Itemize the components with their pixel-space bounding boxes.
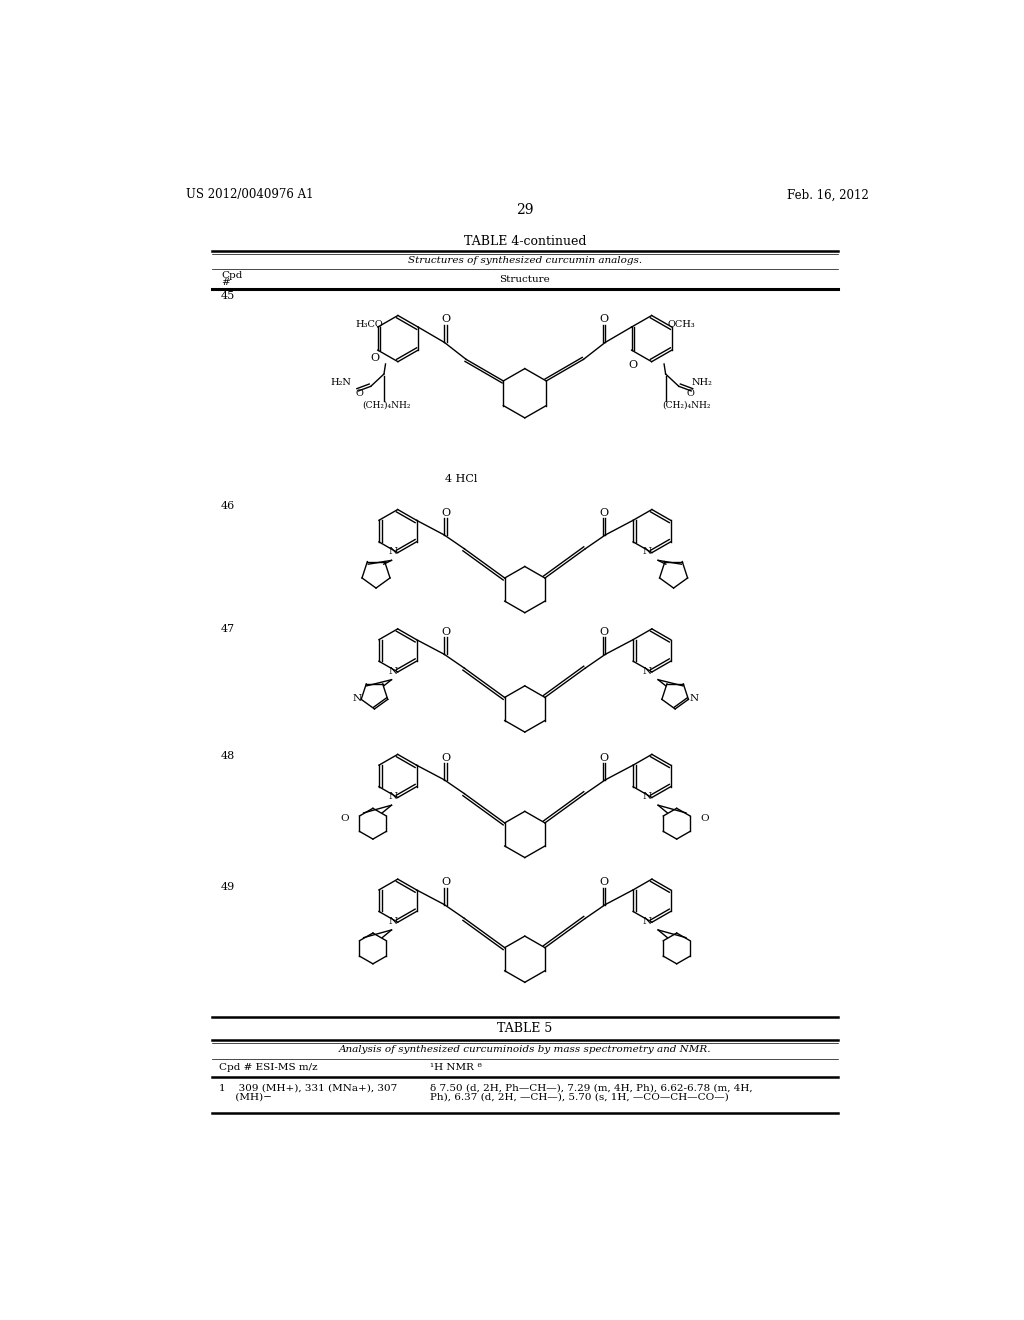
Text: N: N xyxy=(388,917,397,925)
Text: 29: 29 xyxy=(516,203,534,216)
Text: N: N xyxy=(643,548,652,556)
Text: US 2012/0040976 A1: US 2012/0040976 A1 xyxy=(186,189,313,202)
Text: O: O xyxy=(441,627,451,638)
Text: O: O xyxy=(441,752,451,763)
Text: Structures of synthesized curcumin analogs.: Structures of synthesized curcumin analo… xyxy=(408,256,642,265)
Text: Feb. 16, 2012: Feb. 16, 2012 xyxy=(786,189,868,202)
Text: O: O xyxy=(700,813,709,822)
Text: N: N xyxy=(352,694,361,704)
Text: N: N xyxy=(643,667,652,676)
Text: 46: 46 xyxy=(221,500,236,511)
Text: H₂N: H₂N xyxy=(331,378,351,387)
Text: O: O xyxy=(441,314,451,325)
Text: #: # xyxy=(221,277,229,286)
Text: NH₂: NH₂ xyxy=(691,378,712,387)
Text: (CH₂)₄NH₂: (CH₂)₄NH₂ xyxy=(362,401,411,411)
Text: N: N xyxy=(689,694,698,704)
Text: δ 7.50 (d, 2H, Ph—CH—), 7.29 (m, 4H, Ph), 6.62-6.78 (m, 4H,: δ 7.50 (d, 2H, Ph—CH—), 7.29 (m, 4H, Ph)… xyxy=(430,1084,753,1092)
Text: N: N xyxy=(388,548,397,556)
Text: 4 HCl: 4 HCl xyxy=(445,474,477,484)
Text: O: O xyxy=(599,508,608,517)
Text: Cpd # ESI-MS m/z: Cpd # ESI-MS m/z xyxy=(219,1063,318,1072)
Text: (MH)−: (MH)− xyxy=(219,1093,272,1101)
Text: O: O xyxy=(599,314,608,325)
Text: ¹H NMR ª: ¹H NMR ª xyxy=(430,1063,482,1072)
Text: Structure: Structure xyxy=(500,276,550,284)
Text: (CH₂)₄NH₂: (CH₂)₄NH₂ xyxy=(662,401,711,411)
Text: O: O xyxy=(629,360,638,370)
Text: O: O xyxy=(599,752,608,763)
Text: O: O xyxy=(370,352,379,363)
Text: TABLE 4-continued: TABLE 4-continued xyxy=(464,235,586,248)
Text: 45: 45 xyxy=(221,290,236,301)
Text: O: O xyxy=(441,508,451,517)
Text: 1    309 (MH+), 331 (MNa+), 307: 1 309 (MH+), 331 (MNa+), 307 xyxy=(219,1084,397,1092)
Text: N: N xyxy=(643,917,652,925)
Text: 49: 49 xyxy=(221,882,236,892)
Text: H₃CO: H₃CO xyxy=(355,319,383,329)
Text: Cpd: Cpd xyxy=(221,271,243,280)
Text: N: N xyxy=(388,667,397,676)
Text: 48: 48 xyxy=(221,751,236,762)
Text: Ph), 6.37 (d, 2H, —CH—), 5.70 (s, 1H, —CO—CH—CO—): Ph), 6.37 (d, 2H, —CH—), 5.70 (s, 1H, —C… xyxy=(430,1093,729,1101)
Text: 47: 47 xyxy=(221,624,236,634)
Text: O: O xyxy=(355,388,364,397)
Text: O: O xyxy=(686,388,694,397)
Text: TABLE 5: TABLE 5 xyxy=(498,1023,552,1035)
Text: OCH₃: OCH₃ xyxy=(668,319,695,329)
Text: N: N xyxy=(388,792,397,801)
Text: Analysis of synthesized curcuminoids by mass spectrometry and NMR.: Analysis of synthesized curcuminoids by … xyxy=(339,1045,711,1055)
Text: O: O xyxy=(340,813,349,822)
Text: O: O xyxy=(441,878,451,887)
Text: O: O xyxy=(599,878,608,887)
Text: N: N xyxy=(643,792,652,801)
Text: O: O xyxy=(599,627,608,638)
